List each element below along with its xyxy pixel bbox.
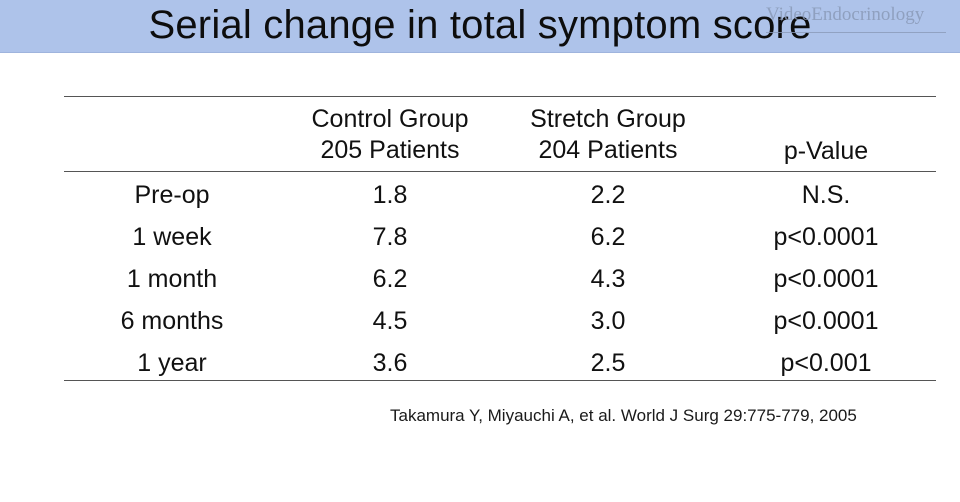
slide-title: Serial change in total symptom score [148, 3, 812, 47]
header-stretch-group-name: Stretch Group [530, 105, 686, 133]
watermark-underline [766, 32, 946, 33]
table-row: Pre-op 1.8 2.2 N.S. [64, 174, 936, 216]
table-top-rule [64, 96, 936, 97]
watermark-logo: VideoEndocrinology [766, 4, 925, 25]
stretch-value: 6.2 [590, 223, 626, 251]
row-label: 6 months [120, 307, 224, 335]
stretch-value: 3.0 [590, 307, 626, 335]
control-value: 4.5 [372, 307, 408, 335]
row-label: 1 week [132, 223, 212, 251]
table-row: 1 month 6.2 4.3 p<0.0001 [64, 258, 936, 300]
citation: Takamura Y, Miyauchi A, et al. World J S… [390, 406, 857, 425]
header-control-group-count: 205 Patients [320, 136, 460, 164]
control-value: 7.8 [372, 223, 408, 251]
table-row: 1 week 7.8 6.2 p<0.0001 [64, 216, 936, 258]
table-row: 6 months 4.5 3.0 p<0.0001 [64, 300, 936, 342]
p-value: p<0.0001 [773, 307, 879, 335]
p-value: p<0.0001 [773, 223, 879, 251]
stretch-value: 2.2 [590, 181, 626, 209]
control-value: 3.6 [372, 349, 408, 377]
control-value: 1.8 [372, 181, 408, 209]
stretch-value: 2.5 [590, 349, 626, 377]
table-row: 1 year 3.6 2.5 p<0.001 [64, 342, 936, 384]
row-label: Pre-op [134, 181, 210, 209]
stretch-value: 4.3 [590, 265, 626, 293]
header-stretch-group: Stretch Group 204 Patients [500, 104, 716, 168]
header-control-group-name: Control Group [311, 105, 469, 133]
p-value: p<0.0001 [773, 265, 879, 293]
title-bar [0, 0, 960, 53]
row-label: 1 month [126, 265, 218, 293]
table-bottom-rule [64, 380, 936, 381]
control-value: 6.2 [372, 265, 408, 293]
table-header-row: Control Group 205 Patients Stretch Group… [64, 104, 936, 168]
row-label: 1 year [137, 349, 207, 377]
table-header-rule [64, 171, 936, 172]
p-value: p<0.001 [780, 349, 872, 377]
header-stretch-group-count: 204 Patients [538, 136, 678, 164]
header-control-group: Control Group 205 Patients [280, 104, 500, 168]
header-p-value: p-Value [783, 137, 869, 165]
p-value: N.S. [801, 181, 851, 209]
